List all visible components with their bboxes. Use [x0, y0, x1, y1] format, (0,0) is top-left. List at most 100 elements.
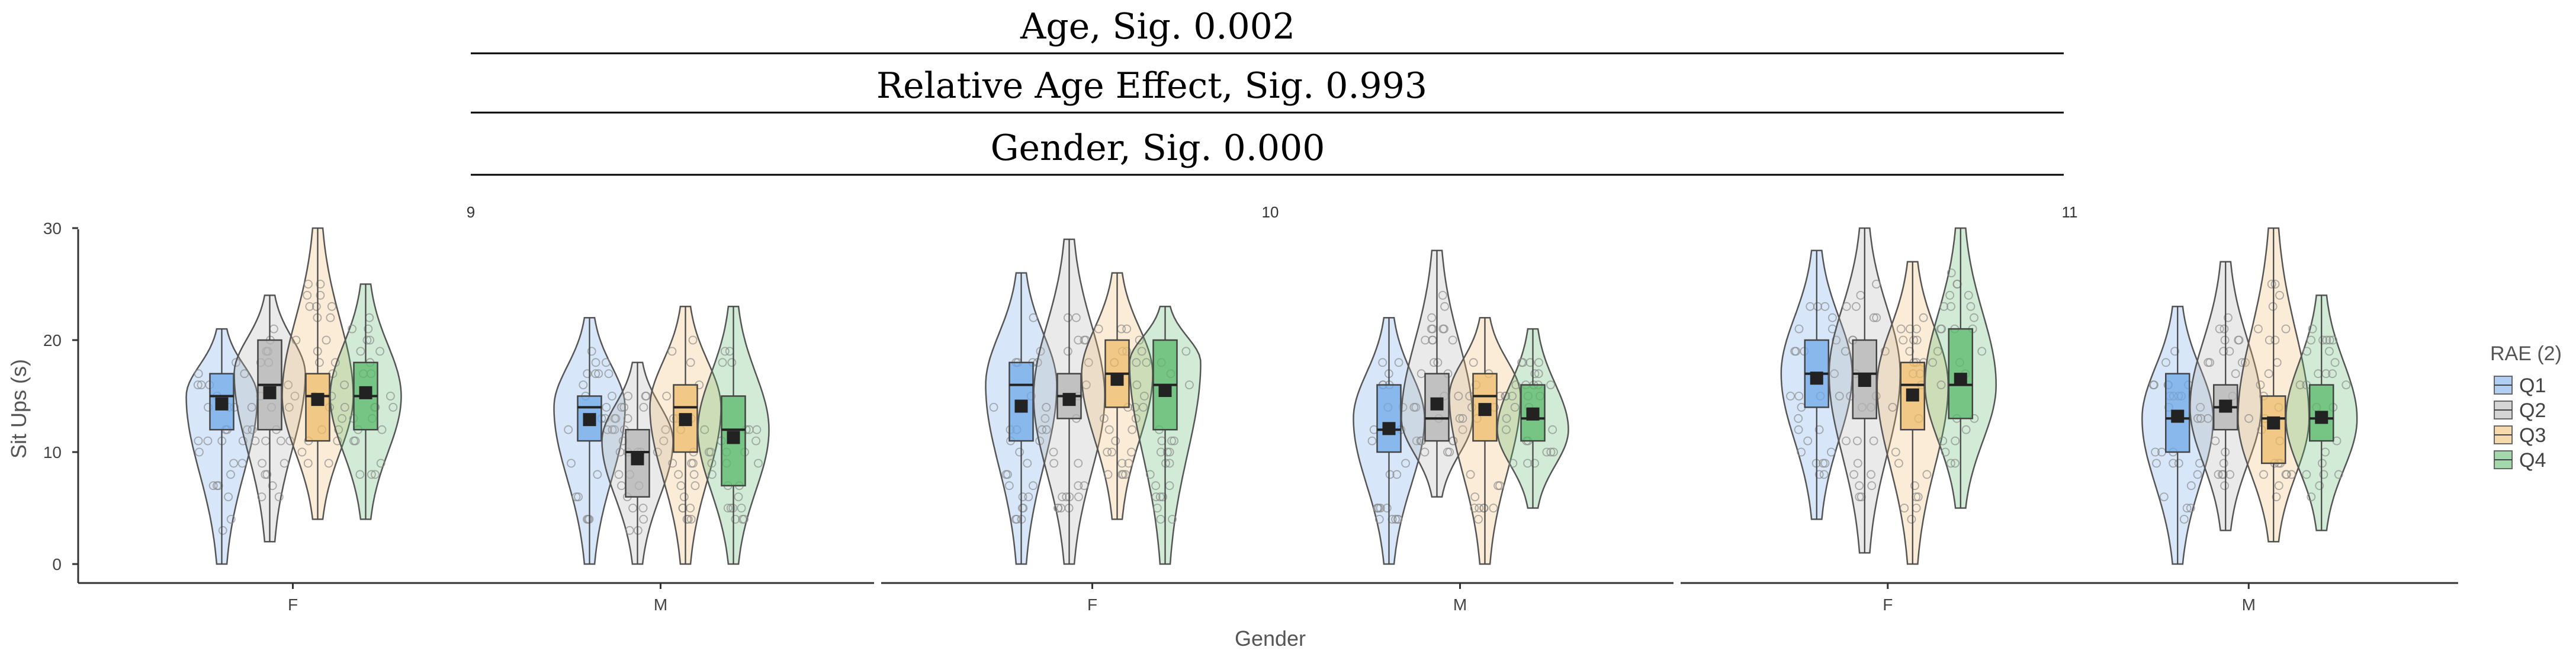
data-point: [1819, 459, 1828, 468]
data-point: [1385, 470, 1395, 479]
data-point: [594, 369, 603, 379]
y-tick-label: 10: [43, 443, 62, 462]
data-point: [1961, 425, 1971, 434]
data-point: [689, 470, 699, 479]
data-point: [2317, 459, 2327, 468]
data-point: [2174, 459, 2183, 468]
data-point: [583, 369, 592, 379]
violin-group-Q2: [601, 361, 674, 565]
data-point: [1819, 470, 1829, 479]
data-point: [667, 347, 677, 356]
panel-strip-label: 9: [467, 203, 475, 221]
data-point: [723, 504, 733, 513]
data-point: [706, 447, 715, 457]
mean-marker: [1478, 403, 1492, 417]
data-point: [2302, 347, 2312, 356]
data-point: [1814, 470, 1824, 479]
box-iqr: [1424, 373, 1450, 442]
data-point: [1412, 436, 1421, 446]
mean-marker: [2171, 409, 2185, 423]
data-point: [1029, 481, 1038, 491]
data-point: [2220, 481, 2230, 491]
panel-10: 10 F M: [881, 203, 1674, 614]
data-point: [583, 515, 592, 524]
data-point: [1910, 481, 1919, 491]
data-point: [203, 436, 213, 446]
data-point: [682, 515, 692, 524]
data-point: [1064, 313, 1072, 322]
legend-label-Q4: Q4: [2519, 449, 2546, 472]
data-point: [1391, 515, 1401, 524]
data-point: [1124, 459, 1133, 468]
data-point: [371, 470, 380, 479]
data-point: [1814, 425, 1824, 434]
data-point: [1448, 335, 1457, 345]
data-point: [674, 470, 683, 479]
data-point: [668, 459, 677, 468]
data-point: [718, 358, 727, 367]
data-point: [1155, 492, 1165, 501]
data-point: [2152, 459, 2161, 468]
data-point: [2328, 369, 2337, 379]
data-point: [751, 436, 760, 446]
violin-group-Q3: [1448, 316, 1521, 565]
violin-group-Q1: [1780, 249, 1854, 520]
data-point: [304, 280, 313, 289]
data-point: [1479, 504, 1488, 513]
data-point: [1132, 380, 1142, 389]
data-point: [1042, 403, 1051, 412]
data-point: [1852, 436, 1862, 446]
data-point: [1181, 347, 1191, 356]
data-point: [1470, 492, 1480, 501]
data-point: [1842, 302, 1851, 311]
data-point: [1103, 470, 1113, 479]
data-point: [2196, 403, 2205, 412]
data-point: [700, 425, 709, 434]
data-point: [1094, 324, 1103, 334]
data-point: [731, 515, 740, 524]
data-point: [1842, 436, 1851, 446]
data-point: [1469, 358, 1478, 367]
data-point: [1790, 347, 1800, 356]
mean-marker: [583, 413, 596, 427]
violin-group-Q4: [1924, 227, 1997, 509]
data-point: [1820, 302, 1830, 311]
data-point: [1122, 324, 1132, 334]
mean-marker: [1430, 397, 1444, 411]
data-point: [290, 392, 300, 401]
box-iqr: [1376, 384, 1402, 453]
data-point: [608, 425, 617, 434]
data-point: [238, 436, 248, 446]
data-point: [229, 459, 239, 468]
data-point: [591, 369, 600, 379]
data-point: [602, 403, 611, 412]
panel-11: 11 F M: [1681, 203, 2458, 614]
data-point: [1140, 392, 1149, 401]
y-tick-label: 30: [43, 219, 62, 238]
data-point: [1867, 470, 1875, 479]
data-point: [662, 392, 672, 401]
data-point: [1970, 313, 1978, 322]
data-point: [232, 358, 240, 367]
data-point: [2295, 380, 2305, 389]
data-point: [1909, 335, 1919, 345]
data-point: [689, 459, 698, 468]
data-point: [2211, 436, 2220, 446]
data-point: [1548, 425, 1557, 434]
data-point: [628, 504, 637, 513]
data-point: [1062, 492, 1071, 501]
data-point: [1851, 302, 1861, 311]
data-point: [1029, 313, 1038, 322]
data-point: [367, 470, 376, 479]
violin-group-Q2: [1033, 238, 1106, 565]
data-point: [364, 324, 373, 334]
data-point: [1167, 436, 1176, 446]
data-point: [619, 403, 629, 412]
data-point: [1907, 515, 1916, 524]
box-iqr: [305, 373, 330, 442]
data-point: [248, 425, 257, 434]
data-point: [1074, 481, 1083, 491]
data-point: [639, 403, 648, 412]
data-point: [1794, 425, 1803, 434]
